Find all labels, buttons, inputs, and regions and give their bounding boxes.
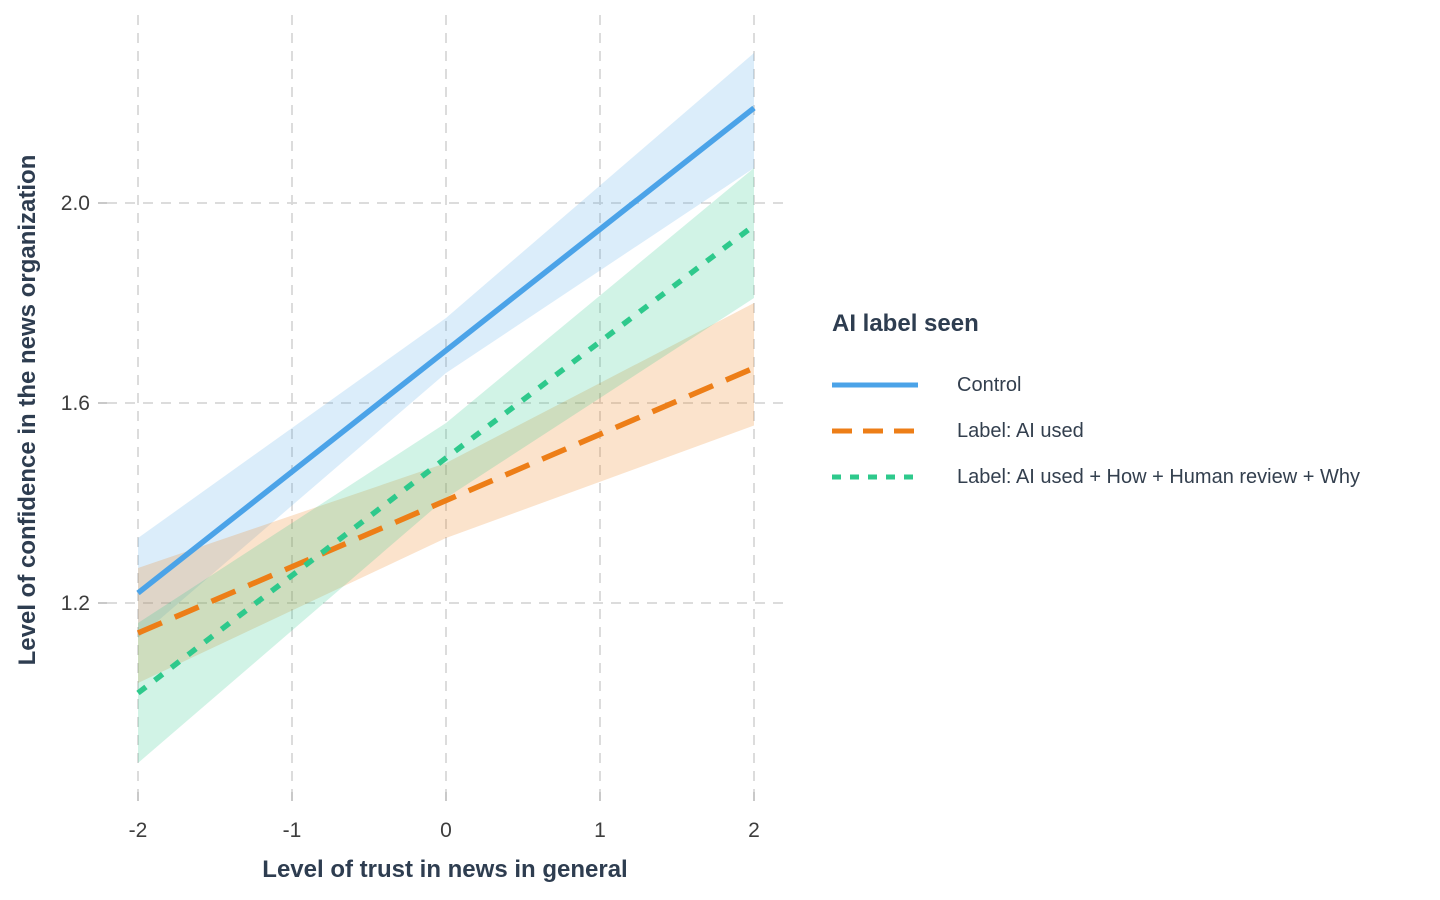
series-line: [136, 365, 756, 636]
legend-swatch-dotted-line: [832, 474, 918, 480]
legend-swatch-solid-line: [832, 382, 918, 388]
x-axis-title: Level of trust in news in general: [262, 856, 628, 883]
legend-item-label: Label: AI used + How + Human review + Wh…: [957, 465, 1360, 488]
x-tick-label: 0: [440, 819, 452, 842]
legend-item: Label: AI used: [832, 408, 1360, 454]
x-tick-label: -1: [283, 819, 302, 842]
y-tick-label: 1.2: [61, 592, 90, 615]
x-tick-label: 2: [748, 819, 760, 842]
legend-item-label: Control: [957, 373, 1022, 396]
x-tick-label: -2: [129, 819, 148, 842]
series-line: [136, 105, 756, 596]
legend-swatch-dashed-line: [832, 428, 918, 434]
y-tick-label: 1.6: [61, 392, 90, 415]
confidence-ribbon: [138, 303, 754, 683]
confidence-ribbon: [138, 53, 754, 638]
legend: AI label seen Control Label: AI used Label…: [832, 310, 1360, 500]
legend-items: Control Label: AI used Label: AI used + Ho…: [832, 362, 1360, 500]
y-axis-title: Level of confidence in the news organiza…: [14, 154, 41, 666]
legend-item: Label: AI used + How + Human review + Wh…: [832, 454, 1360, 500]
series-line: [136, 223, 756, 696]
legend-title: AI label seen: [832, 310, 979, 337]
confidence-ribbon: [138, 168, 754, 763]
legend-item-label: Label: AI used: [957, 419, 1084, 442]
legend-item: Control: [832, 362, 1360, 408]
y-tick-label: 2.0: [61, 192, 90, 215]
x-tick-label: 1: [594, 819, 606, 842]
